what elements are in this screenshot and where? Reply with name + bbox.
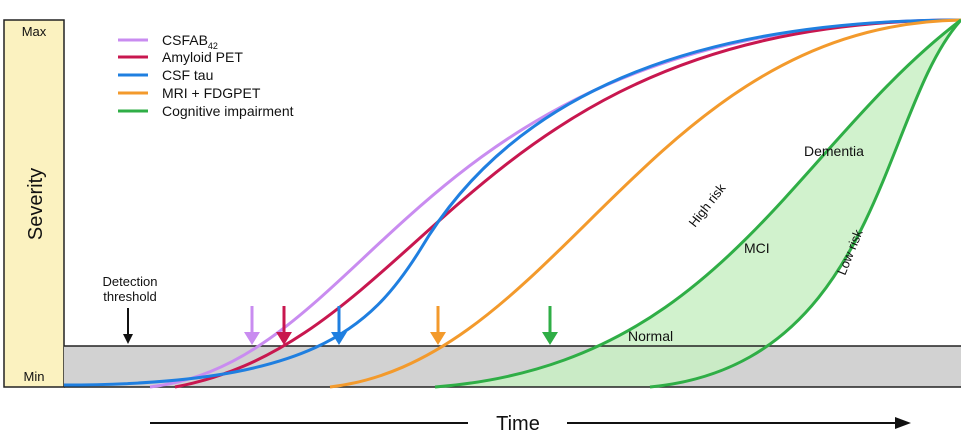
- detection-threshold-label-line1: Detection: [103, 274, 158, 289]
- legend-subscript-42: 42: [208, 41, 218, 51]
- cognitive-impairment-arrow: [542, 306, 558, 345]
- legend-label-csfab: CSFAB: [162, 32, 208, 48]
- legend: CSFAB42 Amyloid PET CSF tau MRI + FDGPET…: [118, 32, 294, 119]
- time-arrow-head: [895, 417, 911, 429]
- severity-min-label: Min: [24, 369, 45, 384]
- mri-fdgpet-arrow: [430, 306, 446, 345]
- svg-text:CSFAB42: CSFAB42: [162, 32, 218, 51]
- amyloid-pet-arrow: [276, 306, 292, 345]
- legend-item-csf-tau: CSF tau: [118, 67, 213, 83]
- cognitive-impairment-shaded-area: [435, 20, 961, 387]
- cognitive-impairment-low-risk-curve: [649, 18, 961, 389]
- severity-axis-title: Severity: [25, 168, 47, 240]
- legend-item-csfab42: CSFAB42: [118, 32, 218, 51]
- mri-fdgpet-curve: [329, 18, 961, 389]
- severity-axis-box: [3, 19, 65, 388]
- time-axis: Time: [150, 413, 911, 435]
- legend-item-amyloid-pet: Amyloid PET: [118, 49, 243, 65]
- high-risk-label: High risk: [686, 180, 729, 229]
- dementia-region-label: Dementia: [804, 143, 864, 159]
- mci-region-label: MCI: [744, 240, 770, 256]
- csfab42-arrow: [244, 306, 260, 345]
- legend-item-mri-fdgpet: MRI + FDGPET: [118, 85, 261, 101]
- legend-item-cognitive-impairment: Cognitive impairment: [118, 103, 294, 119]
- legend-label-amyloid-pet: Amyloid PET: [162, 49, 243, 65]
- legend-label-mri-fdgpet: MRI + FDGPET: [162, 85, 261, 101]
- severity-max-label: Max: [22, 24, 47, 39]
- cognitive-impairment-high-risk-curve: [434, 18, 961, 389]
- amyloid-pet-curve: [174, 18, 961, 389]
- normal-region-label: Normal: [628, 328, 673, 344]
- csf-tau-curve: [63, 18, 961, 387]
- detection-threshold-arrow: [123, 308, 133, 344]
- detection-threshold-label-line2: threshold: [103, 289, 156, 304]
- legend-label-csf-tau: CSF tau: [162, 67, 213, 83]
- legend-label-cognitive-impairment: Cognitive impairment: [162, 103, 294, 119]
- csf-tau-arrow: [331, 306, 347, 345]
- time-axis-title: Time: [496, 413, 540, 435]
